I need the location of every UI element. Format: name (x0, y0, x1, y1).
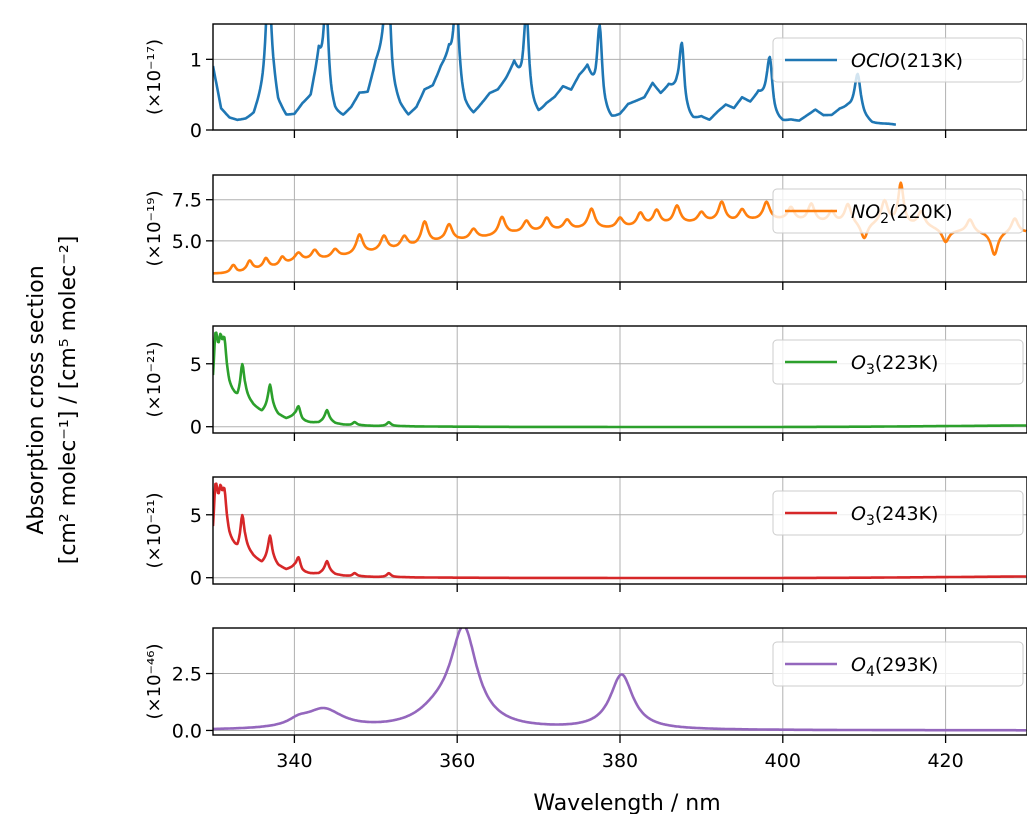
legend-box (772, 188, 1024, 234)
series-line-O3(223K) (213, 331, 1027, 429)
x-tick-label: 340 (276, 750, 312, 772)
x-tick-label: 420 (927, 750, 963, 772)
legend-species: O (851, 352, 866, 374)
y-tick-label: 5 (190, 354, 202, 376)
scale-label: (×10⁻¹⁷) (144, 39, 165, 115)
legend-entry: O3(223K) (851, 352, 938, 378)
y-axis-label-line-2: [cm² molec⁻¹] / [cm⁵ molec⁻²] (56, 236, 81, 565)
y-tick-label: 5.0 (172, 231, 202, 253)
y-tick-label: 7.5 (172, 190, 202, 212)
legend-subscript: 3 (866, 362, 875, 378)
legend-entry: O3(243K) (851, 503, 938, 529)
y-tick-label: 5 (190, 505, 202, 527)
legend-species: NO (851, 201, 880, 223)
legend: NO2(220K) (772, 188, 1024, 234)
series-line-O4(293K) (213, 628, 1027, 732)
scale-label: (×10⁻²¹) (144, 493, 165, 569)
x-tick-label: 400 (765, 750, 801, 772)
panel-5: 0.0 2.5 340 360 380 400 420 (×10⁻⁴⁶) O4(293K) (144, 627, 1027, 772)
y-tick-label: 2.5 (172, 664, 202, 686)
y-axis-label: Absorption cross section [cm² molec⁻¹] /… (24, 236, 81, 565)
legend: O3(223K) (772, 339, 1024, 385)
y-tick-label: 0 (190, 417, 202, 439)
legend-temperature: (213K) (899, 50, 963, 72)
legend-entry: OClO(213K) (851, 50, 963, 72)
y-tick-label: 1 (190, 49, 202, 71)
legend-box (772, 490, 1024, 536)
legend-species: O (851, 503, 866, 525)
legend-box (772, 641, 1024, 687)
series-line-O3(243K) (213, 482, 1027, 580)
y-axis-label-line-1: Absorption cross section (24, 265, 49, 534)
legend: O3(243K) (772, 490, 1024, 536)
legend-entry: O4(293K) (851, 654, 938, 680)
legend-temperature: (220K) (889, 201, 953, 223)
chart-panels: 01(×10⁻¹⁷) OClO(213K)5.07.5(×10⁻¹⁹) NO2(22… (144, 23, 1027, 772)
legend-temperature: (223K) (875, 352, 939, 374)
scale-label: (×10⁻²¹) (144, 342, 165, 418)
y-tick-label: 0 (190, 120, 202, 142)
legend-box (772, 37, 1024, 83)
panel-3: 0 5 (×10⁻²¹) O3(223K) (144, 325, 1027, 441)
panel-1: 0 1 (×10⁻¹⁷) OClO(213K) (144, 23, 1027, 142)
legend-subscript: 4 (866, 664, 875, 680)
scale-label: (×10⁻¹⁹) (144, 191, 165, 267)
legend-subscript: 3 (866, 513, 875, 529)
x-tick-label: 360 (439, 750, 475, 772)
y-tick-label: 0.0 (172, 720, 202, 742)
panel-4: 0 5 (×10⁻²¹) O3(243K) (144, 476, 1027, 592)
panel-2: 5.0 7.5 (×10⁻¹⁹) NO2(220K) (144, 174, 1027, 290)
scale-label: (×10⁻⁴⁶) (144, 644, 165, 720)
x-tick-label: 380 (602, 750, 638, 772)
legend-subscript: 2 (880, 211, 889, 227)
y-tick-label: 0 (190, 568, 202, 590)
x-axis-label: Wavelength / nm (533, 791, 720, 814)
legend: OClO(213K) (772, 37, 1024, 83)
legend-box (772, 339, 1024, 385)
legend-temperature: (293K) (875, 654, 939, 676)
legend-species: O (851, 654, 866, 676)
legend: O4(293K) (772, 641, 1024, 687)
legend-entry: NO2(220K) (851, 201, 953, 227)
legend-temperature: (243K) (875, 503, 939, 525)
legend-species: OClO (851, 50, 900, 72)
series-line-OClO(213K) (213, 24, 897, 126)
